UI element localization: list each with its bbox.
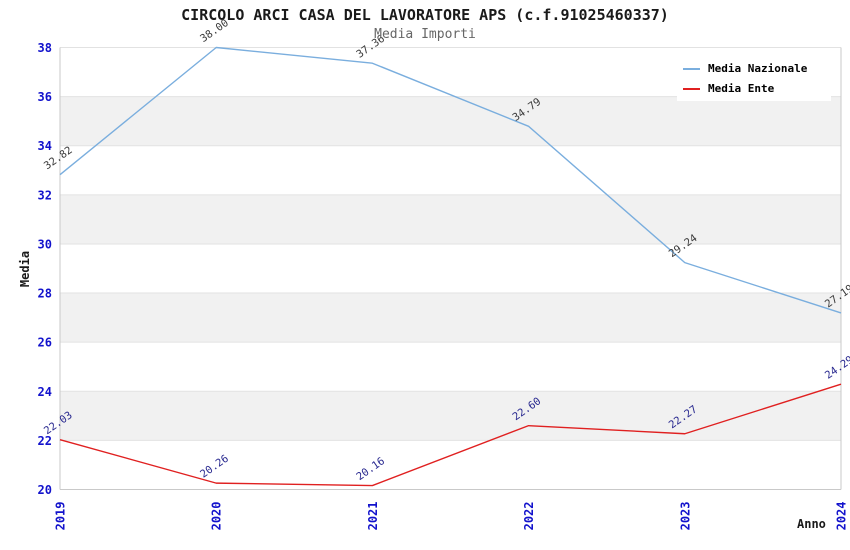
y-tick-label: 30 [38,237,52,251]
x-tick-label: 2024 [835,502,849,531]
legend-item-media-nazionale: Media Nazionale [683,62,825,75]
x-tick-label: 2023 [678,502,692,531]
x-tick-label: 2021 [366,502,380,531]
x-tick-label: 2020 [210,502,224,531]
background-band [60,96,841,146]
y-tick-label: 20 [38,483,52,497]
x-tick-label: 2022 [522,502,536,531]
series-line-media-ente [59,383,842,487]
y-tick-label: 26 [38,336,52,350]
data-label-media-nazionale: 37.36 [354,33,387,61]
data-label-media-nazionale: 38.00 [198,17,231,45]
legend: Media Nazionale Media Ente [677,56,831,101]
legend-label-media-ente: Media Ente [708,82,775,95]
background-band [60,293,841,343]
y-tick-label: 34 [38,139,52,153]
y-tick-label: 22 [38,434,52,448]
series-line-media-nazionale [59,46,842,314]
data-label-media-ente: 20.16 [354,455,387,483]
y-tick-label: 32 [38,188,52,202]
y-tick-label: 36 [38,90,52,104]
y-tick-label: 38 [38,41,52,55]
data-label-media-ente: 24.29 [823,354,850,382]
y-axis-title: Media [18,250,32,288]
x-axis-title: Anno [797,517,826,531]
legend-label-media-nazionale: Media Nazionale [708,62,808,75]
data-label-media-ente: 20.26 [198,453,231,481]
chart-subtitle: Media Importi [374,27,476,42]
y-tick-label: 28 [38,287,52,301]
x-tick-label: 2019 [54,502,68,531]
legend-item-media-ente: Media Ente [683,82,825,95]
y-tick-label: 24 [38,385,52,399]
background-band [60,194,841,244]
legend-line-sample-blue-icon [683,67,700,70]
chart-title: CIRCOLO ARCI CASA DEL LAVORATORE APS (c.… [181,6,669,24]
background-band [60,391,841,441]
legend-line-sample-red-icon [683,87,700,90]
